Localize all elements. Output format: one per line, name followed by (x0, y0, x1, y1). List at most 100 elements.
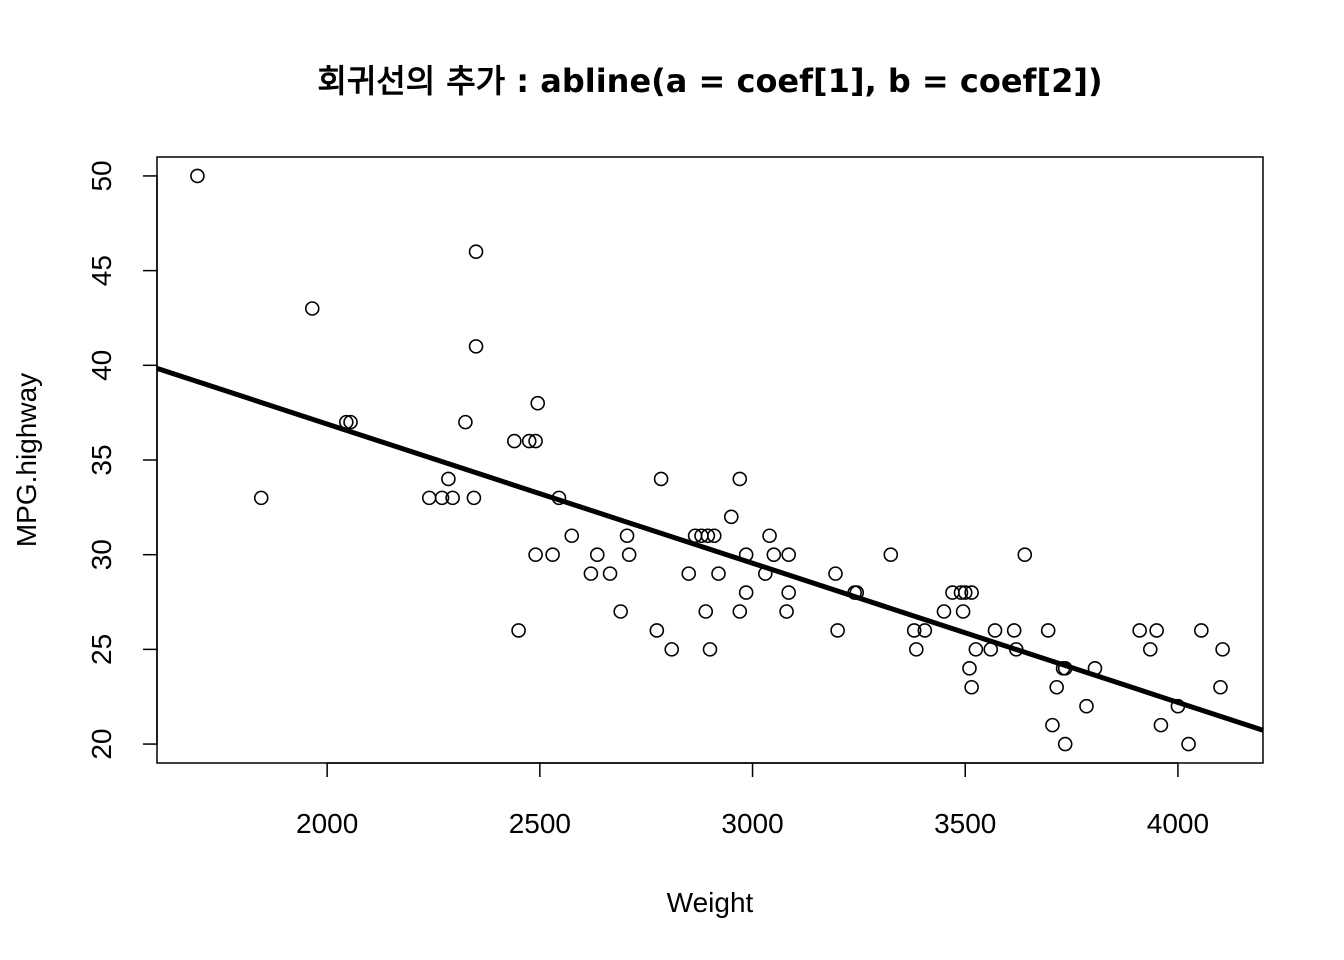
data-point (1153, 717, 1169, 733)
data-point (723, 509, 739, 525)
data-point (1149, 623, 1164, 638)
data-point (466, 490, 482, 506)
data-point (936, 604, 952, 619)
data-point (521, 433, 537, 449)
data-point (1045, 717, 1060, 733)
data-point (830, 623, 845, 638)
data-point (698, 604, 714, 619)
data-point (1087, 661, 1103, 676)
data-point (711, 566, 726, 581)
data-point (962, 661, 977, 676)
data-point (953, 585, 969, 600)
data-point (458, 414, 473, 430)
data-point (964, 585, 979, 600)
data-point (1142, 642, 1158, 657)
data-point (762, 528, 777, 544)
data-point (732, 471, 748, 487)
data-point (957, 585, 973, 600)
data-point (909, 642, 924, 657)
x-tick-label: 3500 (934, 808, 996, 839)
data-point (551, 490, 567, 506)
data-point (732, 604, 748, 619)
data-point (781, 585, 796, 600)
data-point (1008, 642, 1024, 657)
data-point (1170, 698, 1186, 714)
x-tick-label: 2500 (509, 808, 571, 839)
data-points (190, 168, 1230, 752)
data-point (583, 566, 599, 581)
data-point (706, 528, 722, 544)
data-point (883, 547, 899, 562)
data-point (421, 490, 437, 506)
data-point (702, 642, 718, 657)
data-point (779, 604, 794, 619)
data-point (338, 414, 354, 430)
y-axis-label: MPG.highway (11, 373, 42, 547)
data-point (700, 528, 716, 544)
data-point (917, 623, 933, 638)
data-point (1215, 642, 1230, 657)
data-point (343, 414, 358, 430)
y-axis: 20 25 30 35 40 45 50 (86, 160, 158, 760)
data-point (1057, 661, 1073, 676)
data-point (738, 547, 754, 562)
data-point (434, 490, 450, 506)
data-point (1079, 698, 1094, 714)
data-point (738, 585, 754, 600)
data-point (602, 566, 618, 581)
data-point (1194, 623, 1209, 638)
x-tick-label: 3000 (721, 808, 783, 839)
plot-frame (156, 156, 1264, 764)
data-point (564, 528, 580, 544)
data-point (1213, 679, 1228, 695)
data-point (613, 604, 628, 619)
data-point (621, 547, 637, 562)
x-axis: 2000 2500 3000 3500 4000 (296, 762, 1209, 839)
data-point (757, 566, 773, 581)
data-point (1132, 623, 1147, 638)
data-point (253, 490, 269, 506)
data-point (1040, 623, 1056, 638)
data-point (589, 547, 605, 562)
data-point (530, 395, 546, 411)
data-point (190, 168, 205, 184)
data-point (441, 471, 456, 487)
x-tick-label: 4000 (1147, 808, 1209, 839)
data-point (619, 528, 635, 544)
data-point (955, 604, 971, 619)
data-point (828, 566, 843, 581)
data-point (964, 679, 979, 695)
y-tick-label: 45 (86, 255, 117, 286)
data-point (849, 585, 865, 600)
data-point (1181, 736, 1196, 752)
regression-line (156, 365, 1264, 733)
data-point (653, 471, 669, 487)
data-point (528, 547, 543, 562)
data-point (987, 623, 1003, 638)
data-point (528, 433, 543, 449)
data-point (781, 547, 796, 562)
data-point (445, 490, 460, 506)
regression-line-layer (156, 365, 1264, 733)
x-tick-label: 2000 (296, 808, 358, 839)
data-point (511, 623, 526, 638)
data-point (906, 623, 922, 638)
data-point (545, 547, 560, 562)
data-point (664, 642, 680, 657)
data-point (468, 244, 484, 259)
data-point (1006, 623, 1022, 638)
chart-title: 회귀선의 추가 : abline(a = coef[1], b = coef[2… (317, 62, 1102, 100)
data-point (766, 547, 782, 562)
data-point (1057, 736, 1073, 752)
data-point (1017, 547, 1033, 562)
y-tick-label: 40 (86, 350, 117, 381)
x-axis-label: Weight (667, 887, 754, 918)
data-point (507, 433, 522, 449)
data-point (681, 566, 697, 581)
y-tick-label: 30 (86, 539, 117, 570)
y-tick-label: 25 (86, 634, 117, 665)
y-tick-label: 35 (86, 444, 117, 475)
data-point (1049, 679, 1064, 695)
data-point (968, 642, 984, 657)
